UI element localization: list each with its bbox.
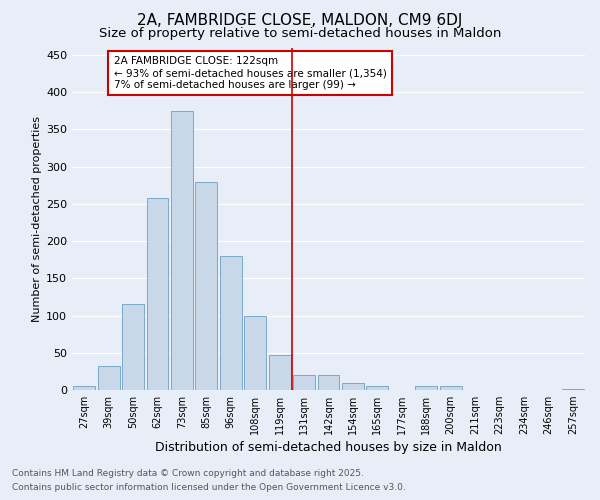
Bar: [196, 182, 217, 390]
Bar: [415, 386, 437, 390]
Bar: [244, 316, 266, 390]
Bar: [562, 388, 584, 390]
Bar: [269, 355, 290, 390]
Text: Size of property relative to semi-detached houses in Maldon: Size of property relative to semi-detach…: [99, 28, 501, 40]
Bar: [293, 375, 315, 390]
Bar: [342, 382, 364, 390]
Y-axis label: Number of semi-detached properties: Number of semi-detached properties: [32, 116, 42, 322]
Bar: [146, 198, 169, 390]
Text: Contains public sector information licensed under the Open Government Licence v3: Contains public sector information licen…: [12, 484, 406, 492]
Text: Contains HM Land Registry data © Crown copyright and database right 2025.: Contains HM Land Registry data © Crown c…: [12, 468, 364, 477]
Text: 2A FAMBRIDGE CLOSE: 122sqm
← 93% of semi-detached houses are smaller (1,354)
7% : 2A FAMBRIDGE CLOSE: 122sqm ← 93% of semi…: [113, 56, 386, 90]
Bar: [171, 111, 193, 390]
Bar: [122, 304, 144, 390]
Bar: [73, 386, 95, 390]
Bar: [367, 386, 388, 390]
Text: 2A, FAMBRIDGE CLOSE, MALDON, CM9 6DJ: 2A, FAMBRIDGE CLOSE, MALDON, CM9 6DJ: [137, 12, 463, 28]
Bar: [98, 366, 119, 390]
Bar: [220, 256, 242, 390]
Bar: [317, 375, 340, 390]
X-axis label: Distribution of semi-detached houses by size in Maldon: Distribution of semi-detached houses by …: [155, 442, 502, 454]
Bar: [440, 386, 461, 390]
